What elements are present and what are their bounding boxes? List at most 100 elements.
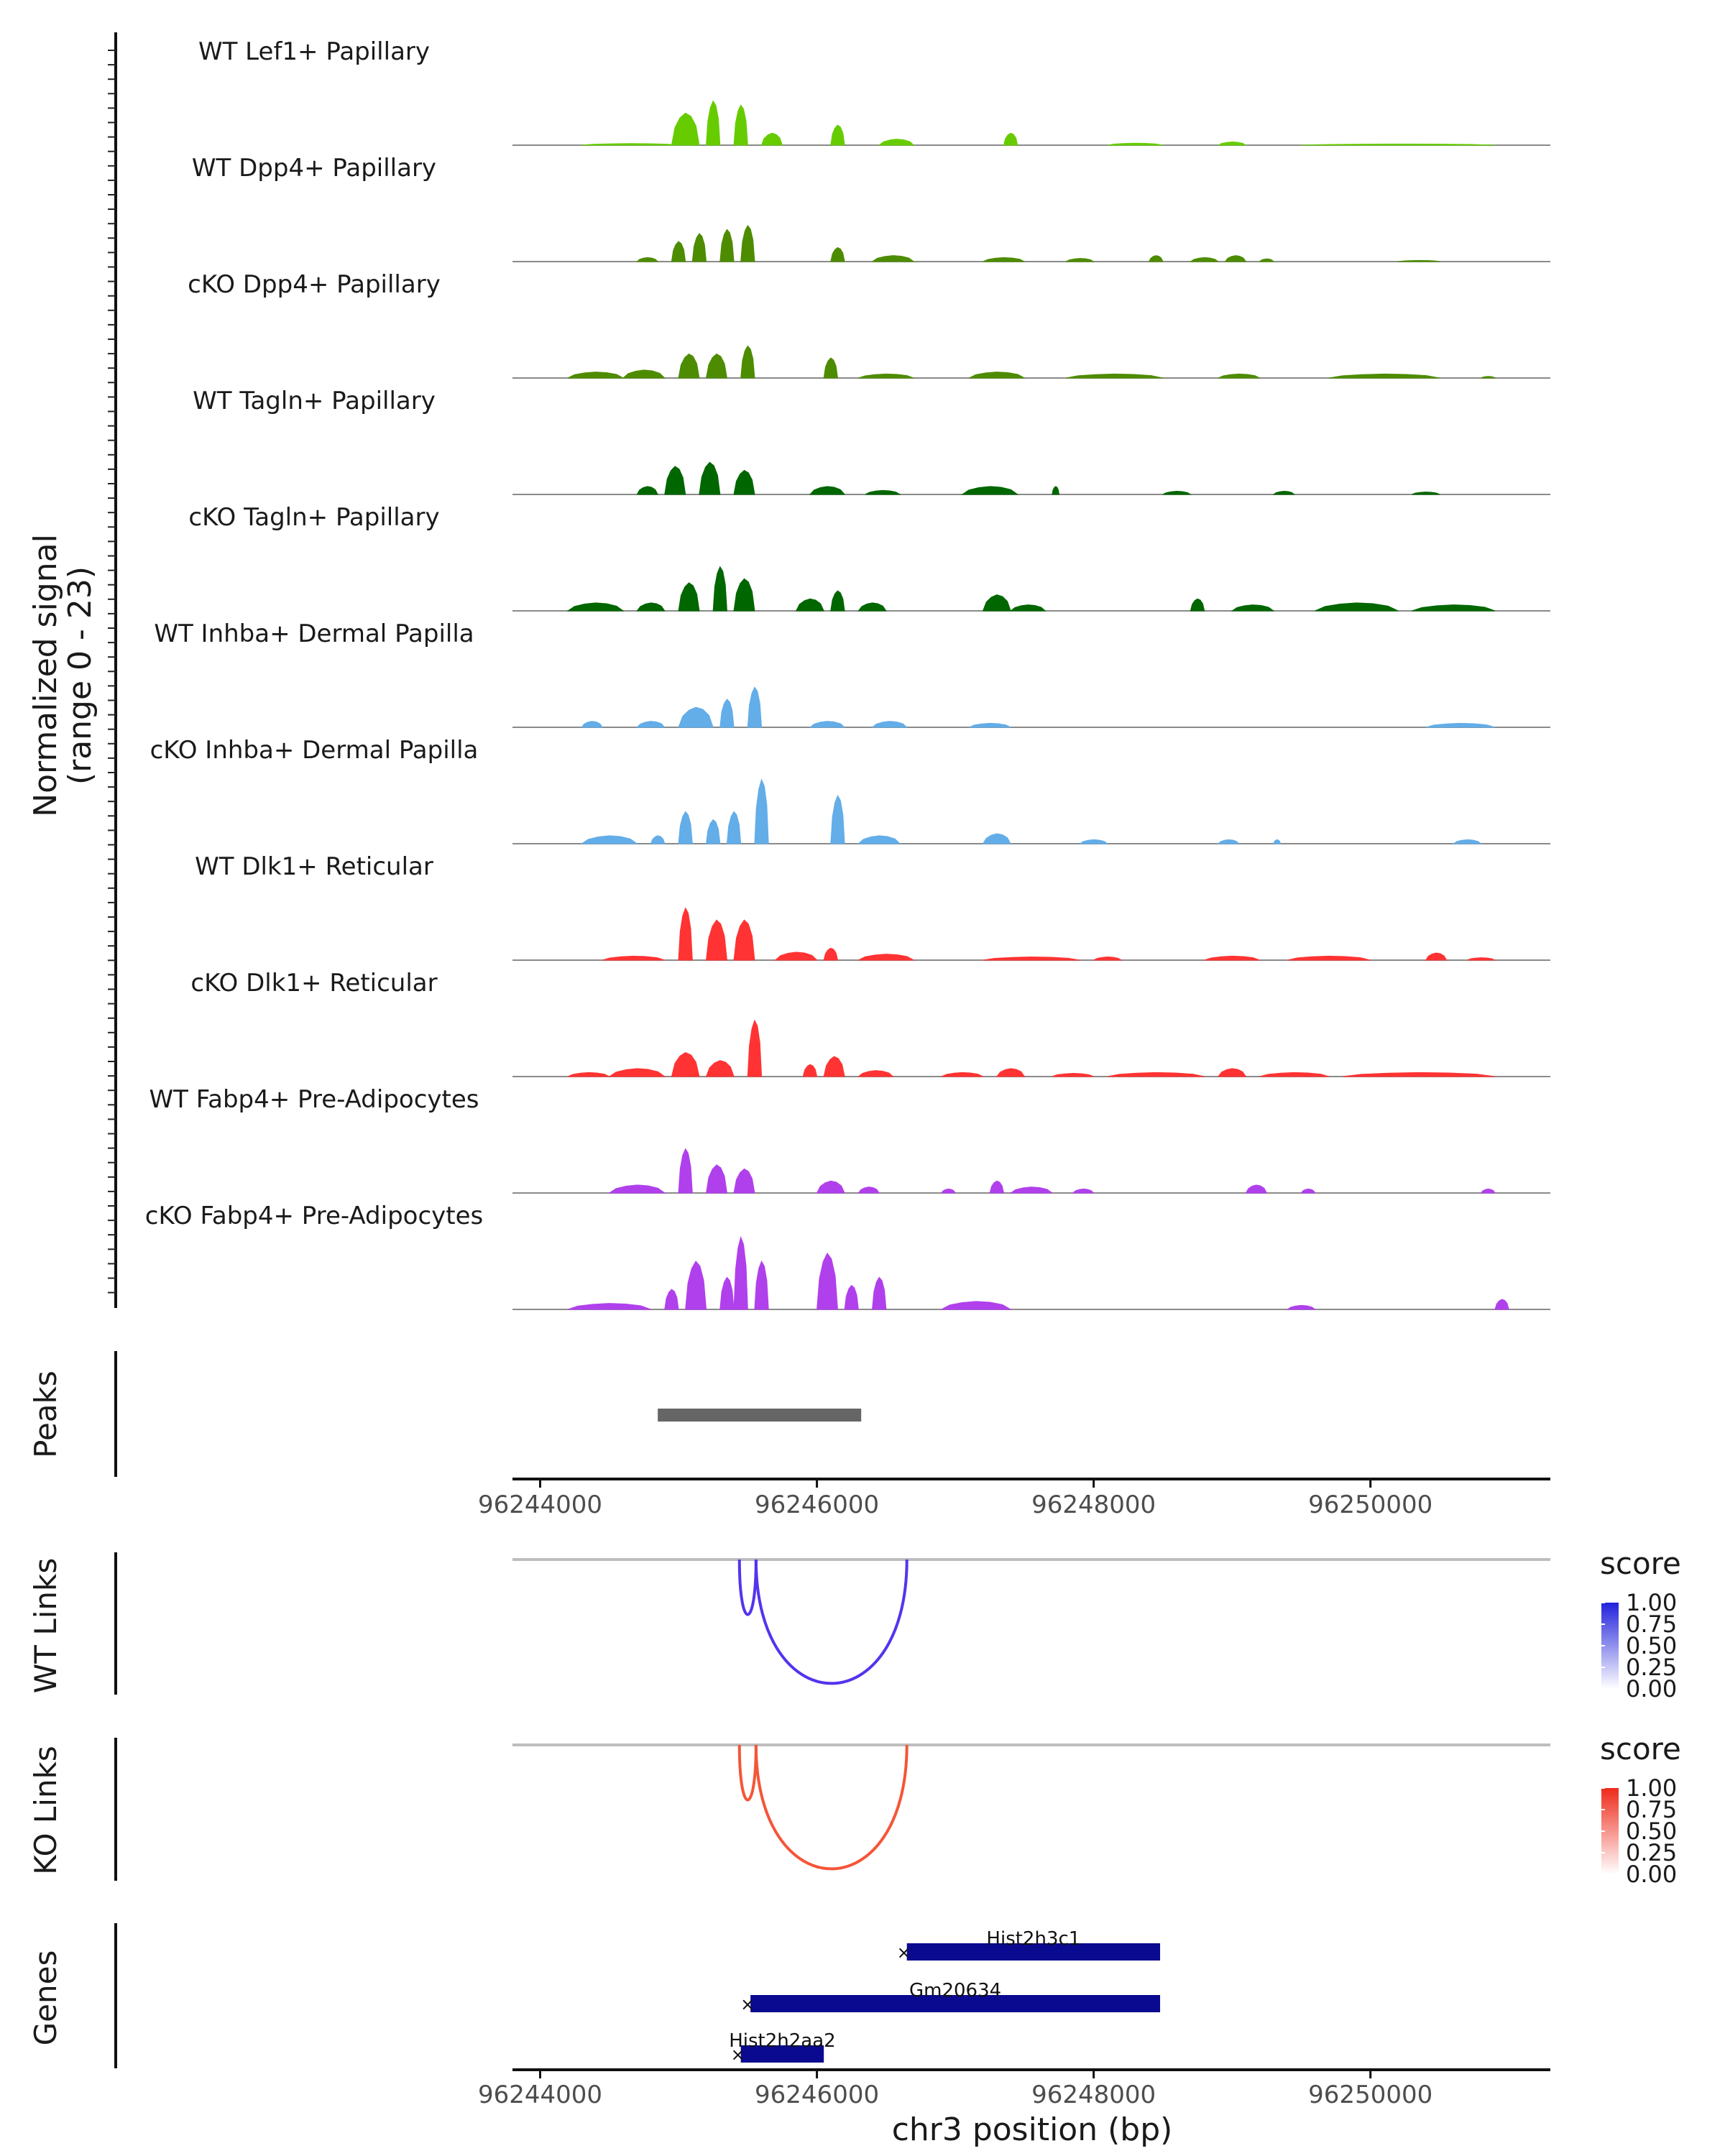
coverage-peak (844, 1284, 859, 1310)
gene-label: Hist2h3c1 (986, 1928, 1080, 1950)
coverage-peak (733, 578, 755, 612)
coverage-track: WT Dpp4+ Papillary (192, 154, 1550, 262)
coverage-peak (747, 686, 763, 728)
coverage-peak (774, 952, 818, 961)
coverage-peak (566, 602, 625, 612)
legend-tick-label: 0.00 (1626, 1861, 1677, 1888)
coverage-peak (671, 1051, 700, 1077)
coverage-peak (1245, 1184, 1268, 1194)
coverage-peak (678, 582, 700, 612)
coverage-peak (1494, 1299, 1509, 1310)
coverage-peak (1052, 1073, 1094, 1077)
legend-panel: score1.000.750.500.250.00score1.000.750.… (1600, 1546, 1681, 1888)
coverage-peak (740, 345, 755, 379)
coverage-peak (857, 1187, 880, 1194)
legend-tick-label: 0.50 (1626, 1818, 1677, 1845)
peaks-panel: Peaks 96244000 96246000 96248000 96250000 (28, 1351, 1550, 1519)
coverage-peak (1218, 142, 1248, 146)
coverage-track-label: WT Fabp4+ Pre-Adipocytes (150, 1085, 479, 1114)
peaks-title: Peaks (28, 1370, 63, 1458)
coverage-peak (995, 1068, 1026, 1077)
coverage-peak (969, 722, 1011, 728)
coverage-peak (969, 372, 1025, 379)
coverage-track-label: cKO Tagln+ Papillary (188, 503, 439, 532)
coverage-peak (1287, 955, 1371, 961)
coverage-peak (691, 233, 707, 262)
coverage-y-axis-title-line2: (range 0 - 23) (62, 566, 98, 785)
legend-tick-label: 0.50 (1626, 1632, 1677, 1659)
coverage-peak (678, 706, 714, 728)
coverage-peak (1009, 1187, 1054, 1194)
coverage-peak (602, 955, 665, 961)
coverage-track: WT Tagln+ Papillary (193, 387, 1550, 495)
coverage-peak (1343, 1072, 1496, 1077)
legend-title: score (1600, 1731, 1681, 1766)
coverage-peak (802, 1064, 818, 1077)
x-axis-2-tick-label: 96244000 (478, 2081, 602, 2109)
coverage-peak (608, 1068, 666, 1077)
coverage-peak (1480, 1188, 1496, 1194)
coverage-track-label: cKO Dlk1+ Reticular (190, 969, 437, 998)
coverage-track-label: cKO Fabp4+ Pre-Adipocytes (145, 1202, 484, 1230)
coverage-track-label: WT Dlk1+ Reticular (195, 852, 433, 881)
coverage-peak (664, 1289, 679, 1310)
coverage-peak (1148, 255, 1164, 262)
coverage-peak (1412, 492, 1440, 495)
links-panel: WT Links KO Links (28, 1552, 1550, 1881)
coverage-peak (830, 590, 845, 612)
coverage-peak (941, 1072, 983, 1077)
coverage-track: WT Fabp4+ Pre-Adipocytes (150, 1085, 1550, 1194)
coverage-peak (678, 811, 693, 844)
coverage-peak (1286, 1304, 1317, 1310)
coverage-peak (1204, 955, 1260, 961)
x-axis-2-tick-label: 96248000 (1031, 2081, 1156, 2109)
coverage-peak (699, 461, 721, 495)
coverage-peak (1425, 722, 1496, 728)
coverage-peak (1425, 952, 1448, 961)
legend-tick-label: 0.25 (1626, 1654, 1677, 1681)
coverage-peak (719, 1276, 735, 1310)
coverage-peak (823, 947, 839, 961)
legend-tick-label: 0.25 (1626, 1839, 1677, 1866)
ko-links-title: KO Links (28, 1746, 63, 1875)
coverage-peak (754, 1260, 769, 1310)
coverage-peak (982, 594, 1011, 612)
coverage-peak (857, 1070, 894, 1077)
genes-title: Genes (28, 1950, 63, 2046)
coverage-peak (961, 486, 1019, 495)
coverage-track: cKO Inhba+ Dermal Papilla (150, 736, 1550, 844)
coverage-peak (983, 957, 1080, 961)
x-axis-2-tick-label: 96246000 (755, 2081, 879, 2109)
gene-label: Hist2h2aa2 (729, 2030, 835, 2052)
coverage-peak (754, 778, 769, 844)
link-arc (754, 1559, 908, 1685)
coverage-peak (1065, 258, 1095, 262)
coverage-peak (1273, 839, 1282, 844)
coverage-peak (865, 489, 901, 495)
coverage-peak (664, 466, 686, 495)
coverage-peak (636, 721, 666, 728)
x-axis-1-tick-label: 96246000 (755, 1491, 879, 1519)
coverage-peak (983, 257, 1025, 262)
coverage-peak (567, 372, 624, 379)
coverage-peak (706, 100, 721, 146)
legend-tick-label: 1.00 (1626, 1774, 1677, 1802)
coverage-peak (857, 602, 887, 612)
coverage-peak (1230, 604, 1275, 612)
coverage-peak (1452, 839, 1483, 844)
coverage-peak (809, 486, 846, 495)
coverage-peak (823, 357, 839, 379)
coverage-peak (871, 721, 908, 728)
coverage-peak (636, 602, 666, 612)
coverage-peak (1093, 957, 1123, 961)
coverage-peak (1217, 1068, 1247, 1077)
coverage-peak (1072, 1188, 1095, 1194)
coverage-peak (982, 833, 1011, 844)
coverage-peak (830, 794, 845, 844)
coverage-track-label: WT Lef1+ Papillary (198, 37, 430, 66)
coverage-track: cKO Dlk1+ Reticular (190, 969, 1550, 1077)
coverage-peak (1190, 598, 1205, 612)
coverage-peak (671, 112, 700, 146)
coverage-peak (671, 241, 686, 262)
